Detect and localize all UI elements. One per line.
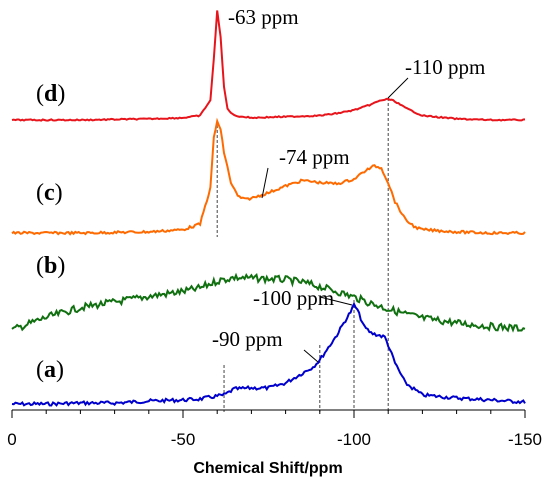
x-tick-label: -50 xyxy=(171,430,196,449)
spectrum-line-c xyxy=(11,117,526,236)
annotation-leader-110ppm xyxy=(387,77,409,99)
x-tick-label: -100 xyxy=(337,430,371,449)
annotation-100ppm: -100 ppm xyxy=(253,286,334,310)
annotation-110ppm: -110 ppm xyxy=(405,55,485,79)
spectrum-line-d xyxy=(11,10,526,122)
annotations: -63 ppm -110 ppm -74 ppm -100 ppm -90 pp… xyxy=(212,5,485,363)
annotation-leader-74ppm xyxy=(261,167,269,199)
x-axis: 0 -50 -100 -150 Chemical Shift/ppm xyxy=(7,409,542,477)
reference-lines xyxy=(216,98,389,412)
annotation-74ppm: -74 ppm xyxy=(279,145,350,169)
annotation-63ppm: -63 ppm xyxy=(228,5,299,29)
x-axis-ticks: 0 -50 -100 -150 xyxy=(7,410,542,449)
spectrum-line-a xyxy=(11,301,526,407)
spectra-series xyxy=(11,10,526,407)
spectrum-label-b: (b) xyxy=(36,253,65,279)
spectrum-label-c: (c) xyxy=(36,180,63,206)
x-tick-label: 0 xyxy=(7,430,16,449)
spectrum-label-a: (a) xyxy=(36,357,64,383)
spectrum-label-d: (d) xyxy=(36,81,65,107)
annotation-leader-100ppm xyxy=(319,296,353,306)
spectrum-line-b xyxy=(11,272,526,333)
annotation-leader-90ppm xyxy=(303,349,319,363)
x-axis-title: Chemical Shift/ppm xyxy=(193,460,342,477)
x-tick-label: -150 xyxy=(508,430,542,449)
annotation-90ppm: -90 ppm xyxy=(212,327,283,351)
